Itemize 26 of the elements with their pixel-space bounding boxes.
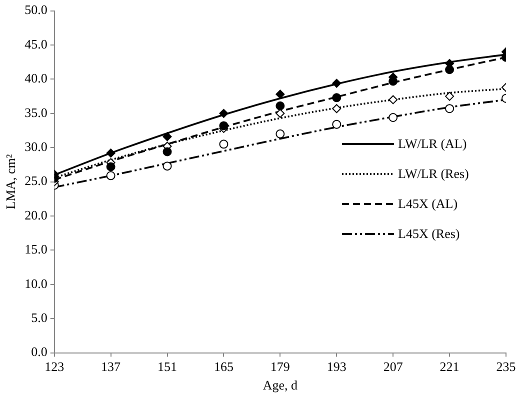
y-tick-label: 15.0 xyxy=(24,242,48,257)
y-tick-label: 5.0 xyxy=(31,310,48,326)
x-axis-title: Age, d xyxy=(262,378,298,393)
x-tick-label: 151 xyxy=(158,359,178,374)
legend-label: L45X (AL) xyxy=(398,196,458,212)
x-tick-label: 165 xyxy=(214,359,234,374)
y-tick-label: 45.0 xyxy=(24,36,48,52)
legend-label: L45X (Res) xyxy=(398,226,460,242)
x-tick-label: 123 xyxy=(44,359,64,374)
legend-label: LW/LR (Res) xyxy=(398,166,469,182)
x-tick-label: 137 xyxy=(101,359,122,374)
y-tick-label: 25.0 xyxy=(24,173,48,188)
x-tick-label: 235 xyxy=(496,359,516,374)
y-tick-label: 10.0 xyxy=(24,276,48,291)
y-tick-label: 50.0 xyxy=(24,2,48,18)
x-tick-label: 193 xyxy=(326,359,346,374)
x-tick-label: 179 xyxy=(270,359,290,374)
x-tick-label: 221 xyxy=(440,359,460,374)
y-tick-label: 0.0 xyxy=(31,344,48,360)
y-tick-label: 35.0 xyxy=(24,104,48,120)
y-axis-title: LMA, cm² xyxy=(3,154,18,210)
y-tick-label: 30.0 xyxy=(24,139,48,154)
legend-label: LW/LR (AL) xyxy=(398,136,467,152)
y-tick-label: 20.0 xyxy=(24,207,48,222)
y-tick-label: 40.0 xyxy=(24,70,48,86)
x-tick-label: 207 xyxy=(383,359,404,374)
